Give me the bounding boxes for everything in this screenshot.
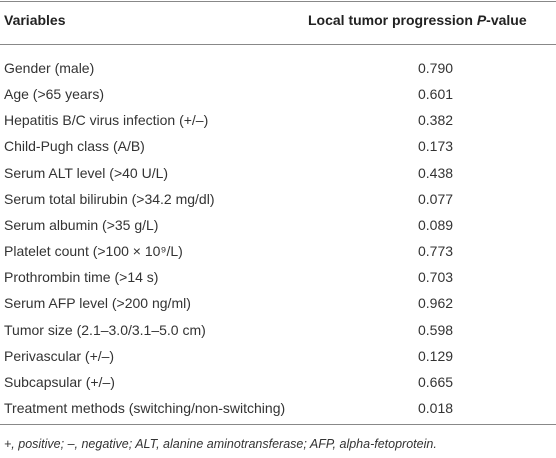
top-rule: [0, 1, 556, 2]
header-italic: P: [476, 12, 487, 28]
variable-cell: Treatment methods (switching/non-switchi…: [4, 399, 286, 416]
variable-cell: Subcapsular (+/–): [4, 373, 115, 390]
variable-cell: Serum total bilirubin (>34.2 mg/dl): [4, 190, 215, 207]
variable-cell: Tumor size (2.1–3.0/3.1–5.0 cm): [4, 321, 206, 338]
pvalue-cell: 0.129: [418, 347, 454, 364]
pvalue-cell: 0.438: [418, 164, 454, 181]
pvalue-cell: 0.089: [418, 216, 454, 233]
pvalue-cell: 0.703: [418, 269, 454, 286]
variable-cell: Gender (male): [4, 60, 95, 76]
pvalue-cell: 0.962: [418, 295, 454, 312]
pvalue-cell: 0.173: [418, 138, 454, 155]
pvalue-cell: 0.665: [418, 373, 454, 390]
variable-cell: Prothrombin time (>14 s): [4, 269, 159, 286]
header-text: Local tumor progression: [308, 12, 477, 28]
header-variables: Variables: [4, 12, 66, 28]
variable-cell: Serum AFP level (>200 ng/ml): [4, 295, 191, 312]
pvalue-cell: 0.598: [418, 321, 454, 338]
pvalue-cell: 0.601: [418, 86, 454, 103]
variable-cell: Platelet count (>100 × 10⁹/L): [4, 243, 183, 260]
header-pvalue: Local tumor progression P-value: [308, 11, 527, 29]
variable-cell: Serum albumin (>35 g/L): [4, 216, 159, 233]
pvalue-cell: 0.790: [418, 60, 454, 76]
variable-cell: Hepatitis B/C virus infection (+/–): [4, 112, 209, 129]
bottom-rule: [0, 424, 556, 425]
pvalue-cell: 0.382: [418, 112, 454, 129]
variable-cell: Age (>65 years): [4, 86, 104, 103]
header-rule: [0, 44, 556, 45]
variable-cell: Child-Pugh class (A/B): [4, 138, 145, 155]
header-text: -value: [486, 12, 527, 28]
pvalue-cell: 0.773: [418, 243, 454, 260]
pvalue-cell: 0.018: [418, 399, 454, 416]
footnote: +, positive; –, negative; ALT, alanine a…: [4, 437, 437, 451]
variable-cell: Perivascular (+/–): [4, 347, 115, 364]
variable-cell: Serum ALT level (>40 U/L): [4, 164, 169, 181]
pvalue-cell: 0.077: [418, 190, 454, 207]
